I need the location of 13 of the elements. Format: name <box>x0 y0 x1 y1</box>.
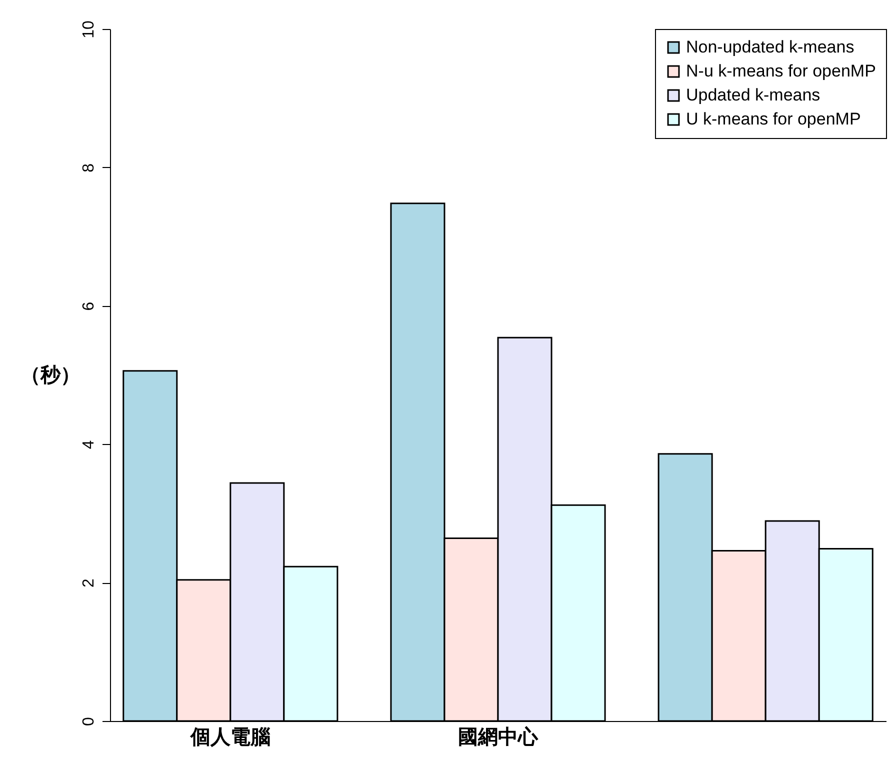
y-tick-label: 4 <box>80 440 98 450</box>
legend-label: Updated k-means <box>686 86 820 104</box>
y-tick-label: 10 <box>80 20 98 38</box>
y-tick-label: 0 <box>80 716 98 726</box>
x-tick-label: 國網中心 <box>458 724 539 748</box>
legend-label: U k-means for openMP <box>686 110 861 128</box>
y-tick-label: 8 <box>80 163 98 172</box>
legend-label: N-u k-means for openMP <box>686 62 876 80</box>
y-tick-label: 2 <box>80 578 98 588</box>
legend-label: Non-updated k-means <box>686 38 854 56</box>
x-tick-label: 個人電腦 <box>189 724 270 748</box>
y-axis-title: （秒） <box>20 362 80 386</box>
y-tick-label: 6 <box>80 302 98 311</box>
